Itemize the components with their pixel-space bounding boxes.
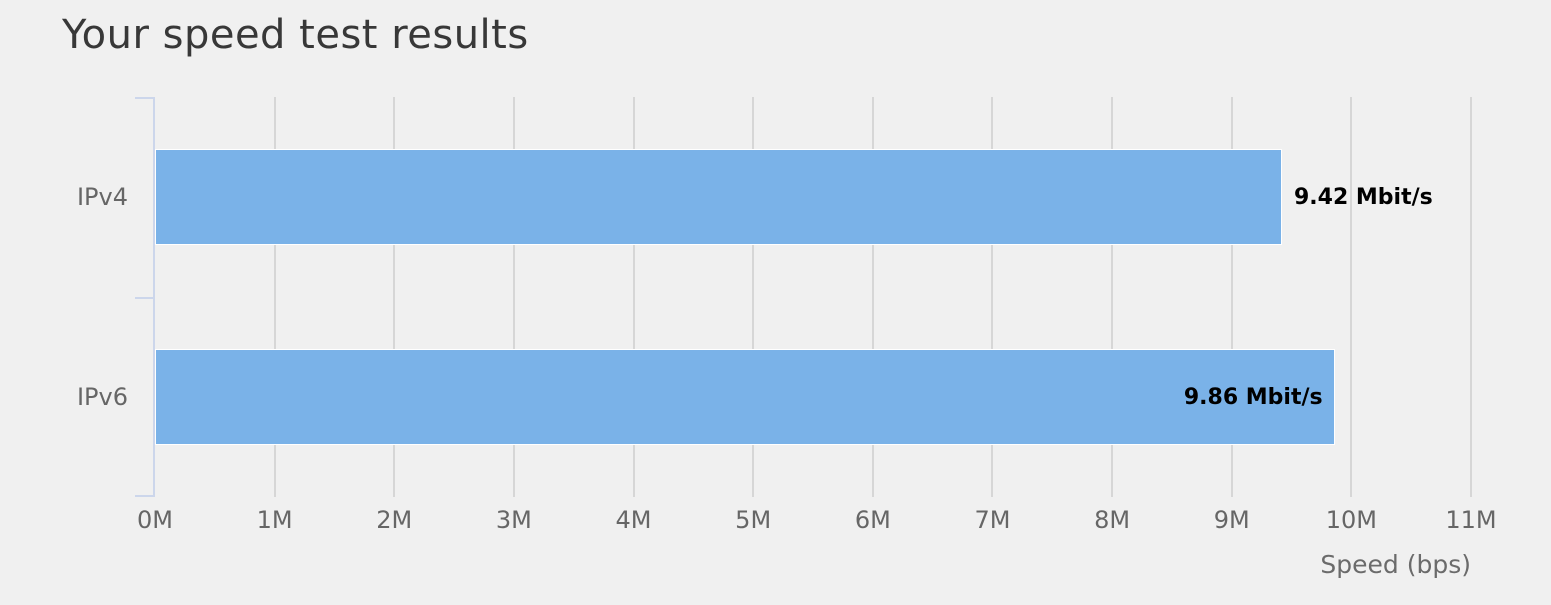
- x-tick-label-11m: 11M: [1445, 506, 1497, 534]
- x-tick-label-0m: 0M: [137, 506, 173, 534]
- gridline: [1230, 97, 1233, 497]
- gridline: [512, 97, 515, 497]
- gridline: [1350, 97, 1353, 497]
- axis-tick: [135, 495, 153, 497]
- x-axis-title: Speed (bps): [1320, 550, 1471, 579]
- value-label-ipv6: 9.86 Mbit/s: [1183, 384, 1323, 410]
- category-axis-line: [153, 97, 155, 497]
- bar-row: 9.86 Mbit/s IPv6: [77, 297, 1471, 497]
- gridline: [871, 97, 874, 497]
- gridline: [273, 97, 276, 497]
- axis-tick: [135, 297, 153, 299]
- gridline: [752, 97, 755, 497]
- gridline: [1470, 97, 1472, 497]
- bar-row: 9.42 Mbit/s IPv4: [77, 97, 1471, 297]
- x-tick-label-7m: 7M: [974, 506, 1011, 534]
- gridline: [991, 97, 994, 497]
- gridline: [393, 97, 396, 497]
- bar-ipv6[interactable]: [155, 349, 1335, 445]
- gridline: [632, 97, 635, 497]
- category-label-ipv6: IPv6: [76, 383, 128, 411]
- x-tick-label-6m: 6M: [854, 506, 891, 534]
- chart-title: Your speed test results: [62, 12, 529, 58]
- x-tick-label-5m: 5M: [735, 506, 772, 534]
- x-tick-label-10m: 10M: [1325, 506, 1377, 534]
- category-label-ipv4: IPv4: [76, 183, 128, 211]
- x-tick-label-9m: 9M: [1213, 506, 1250, 534]
- x-tick-label-4m: 4M: [615, 506, 652, 534]
- gridline: [1111, 97, 1114, 497]
- axis-tick: [135, 97, 153, 99]
- x-tick-label-8m: 8M: [1094, 506, 1131, 534]
- x-tick-label-2m: 2M: [376, 506, 413, 534]
- x-tick-label-1m: 1M: [256, 506, 293, 534]
- plot-area: 9.42 Mbit/s IPv4 9.86 Mbit/s IPv6: [77, 97, 1472, 497]
- x-tick-label-3m: 3M: [495, 506, 532, 534]
- value-label-ipv4: 9.42 Mbit/s: [1293, 184, 1433, 210]
- bar-ipv4[interactable]: [155, 149, 1282, 245]
